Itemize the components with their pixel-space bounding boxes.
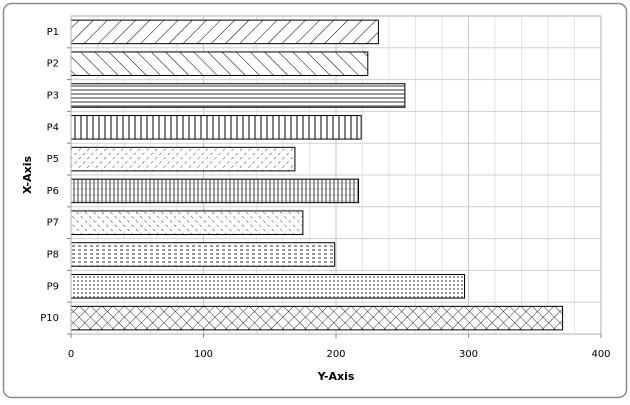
bar <box>70 242 336 267</box>
y-tick-label: P5 <box>47 154 59 165</box>
y-tick-label: P4 <box>47 122 59 133</box>
y-tick-label: P3 <box>47 91 59 102</box>
y-tick-label: P9 <box>47 281 59 292</box>
x-tick-label: 200 <box>326 349 345 360</box>
y-tick-label: P10 <box>40 313 59 324</box>
y-tick-label: P7 <box>47 218 59 229</box>
bar <box>70 146 296 172</box>
bar <box>70 83 406 108</box>
bar <box>70 210 304 235</box>
x-tick-label: 0 <box>68 349 74 360</box>
y-tick-label: P6 <box>47 186 59 197</box>
y-tick-label: P1 <box>47 27 59 38</box>
bar <box>70 274 466 299</box>
y-axis-title: X-Axis <box>21 156 34 195</box>
bar <box>70 51 369 76</box>
bar <box>70 178 360 204</box>
y-tick-label: P8 <box>47 250 59 261</box>
x-tick-label: 100 <box>194 349 213 360</box>
bar <box>70 305 564 331</box>
y-tick-label: P2 <box>47 59 59 70</box>
x-axis-title: Y-Axis <box>317 370 355 383</box>
bar <box>70 115 362 140</box>
bar <box>70 19 379 45</box>
x-tick-label: 300 <box>459 349 478 360</box>
x-tick-label: 400 <box>591 349 610 360</box>
